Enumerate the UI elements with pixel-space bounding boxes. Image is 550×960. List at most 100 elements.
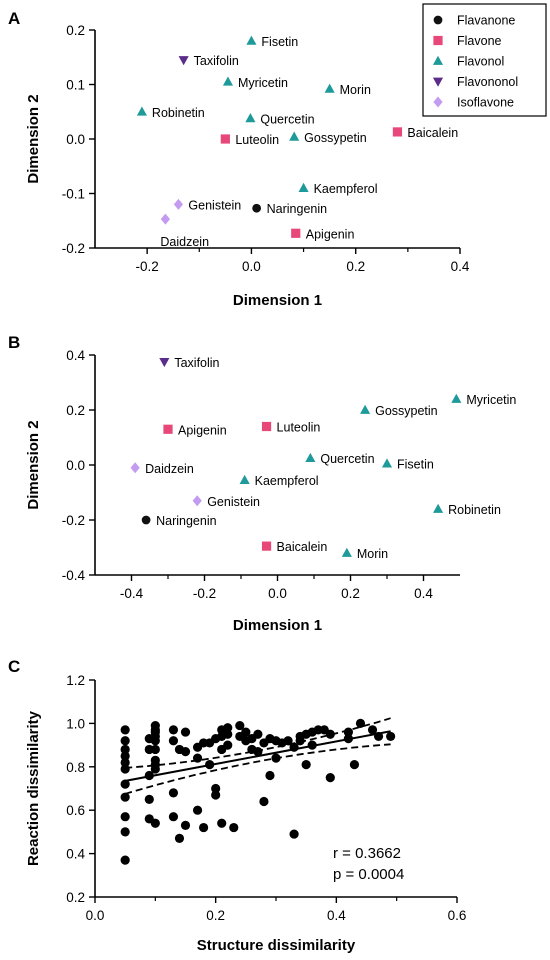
point-luteolin [220,134,230,144]
point-luteolin [261,421,272,432]
point-label-daidzein: Daidzein [145,462,194,476]
point-quercetin [305,452,316,463]
point-label-genistein: Genistein [188,198,241,212]
y-tick-label: 1.2 [66,673,85,688]
data-point [120,744,130,755]
point-label-gossypetin: Gossypetin [304,131,367,145]
y-axis-title: Dimension 2 [25,420,42,509]
data-point [211,783,221,794]
panel-letter-B: B [8,333,20,352]
legend-marker-flavonol [432,55,444,65]
y-axis-title: Dimension 2 [25,94,42,183]
data-point [301,760,311,770]
y-tick-label: -0.1 [62,187,85,202]
y-tick-label: 0.0 [66,458,85,473]
data-point [120,812,130,822]
point-naringenin [141,515,151,525]
point-label-robinetin: Robinetin [448,503,501,517]
point-label-myricetin: Myricetin [466,393,516,407]
x-axis-title: Dimension 1 [233,617,322,634]
correlation-r-label: r = 0.3662 [333,845,401,862]
data-point [199,822,209,833]
data-point [120,779,130,789]
x-tick-label: 0.0 [86,908,105,923]
point-label-quercetin: Quercetin [260,112,314,126]
point-fisetin [246,35,257,45]
data-point [325,729,335,739]
y-tick-label: 0.2 [66,23,85,38]
y-axis-title: Reaction dissimilarity [25,710,42,866]
point-apigenin [291,228,301,238]
point-genistein [192,495,202,507]
x-tick-label: 0.2 [346,259,365,274]
data-point [343,727,353,737]
data-point [235,720,245,731]
point-label-baicalein: Baicalein [407,126,458,140]
point-label-taxifolin: Taxifolin [194,54,239,68]
point-label-kaempferol: Kaempferol [255,474,319,488]
data-point [168,736,179,746]
x-tick-label: -0.4 [120,586,144,601]
point-label-myricetin: Myricetin [238,76,288,90]
legend-label-flavone: Flavone [457,34,502,48]
data-point [259,796,269,807]
data-point [386,731,396,742]
legend-label-flavonol: Flavonol [457,55,504,69]
point-morin [341,547,352,557]
data-point [150,736,160,746]
data-point [180,727,191,737]
legend-box [422,3,547,117]
point-taxifolin [159,357,170,368]
data-point [120,751,130,761]
x-tick-label: 0.6 [448,908,467,923]
legend-marker-flavanone [433,15,443,25]
point-label-kaempferol: Kaempferol [314,182,378,196]
data-point [265,770,275,781]
point-label-morin: Morin [340,83,371,97]
panel-A: A -0.2 0.0 0.2 0.4 0.2 0.1 0.0 -0.1 -0.2 Dimension… [8,3,547,309]
data-point [150,764,160,774]
point-kaempferol [239,474,250,485]
y-tick-label: 0.4 [66,348,85,363]
data-point [283,736,293,746]
data-point [120,757,130,768]
p-value-label: p = 0.0004 [333,866,404,883]
point-label-fisetin: Fisetin [397,458,434,472]
x-tick-label: 0.4 [327,908,346,923]
point-robinetin [136,106,147,116]
data-point [120,764,130,774]
point-genistein [173,198,184,210]
point-myricetin [451,393,462,403]
point-label-robinetin: Robinetin [152,106,205,120]
data-point [150,818,160,828]
data-point [180,820,191,830]
point-baicalein [261,541,272,551]
x-tick-label: 0.4 [414,586,433,601]
data-point [223,740,233,750]
data-point [144,794,154,804]
data-point [174,833,185,844]
point-apigenin [163,424,173,434]
point-gossypetin [289,131,300,141]
data-point [253,729,263,739]
point-kaempferol [298,182,309,192]
panel-letter-A: A [8,9,20,28]
point-taxifolin [178,56,189,66]
point-gossypetin [360,404,371,414]
x-tick-label: 0.2 [206,908,225,923]
point-label-luteolin: Luteolin [235,133,279,147]
legend-label-flavanone: Flavanone [457,14,515,28]
data-point [217,818,227,828]
point-label-quercetin: Quercetin [320,452,374,466]
regression-line [124,730,391,782]
x-axis-title: Structure dissimilarity [197,937,356,954]
point-label-baicalein: Baicalein [277,540,328,554]
point-label-fisetin: Fisetin [261,35,298,49]
y-tick-label: -0.4 [62,568,86,583]
point-label-apigenin: Apigenin [306,227,355,241]
y-tick-label: 0.6 [66,803,85,818]
legend-marker-flavononol [432,77,444,87]
legend-label-isoflavone: Isoflavone [457,96,514,110]
point-label-taxifolin: Taxifolin [174,356,219,370]
panel-B: B -0.4 -0.2 0.0 0.2 0.4 0.4 0.2 0.0 -0.2 -0.4 Dimen… [8,333,516,634]
